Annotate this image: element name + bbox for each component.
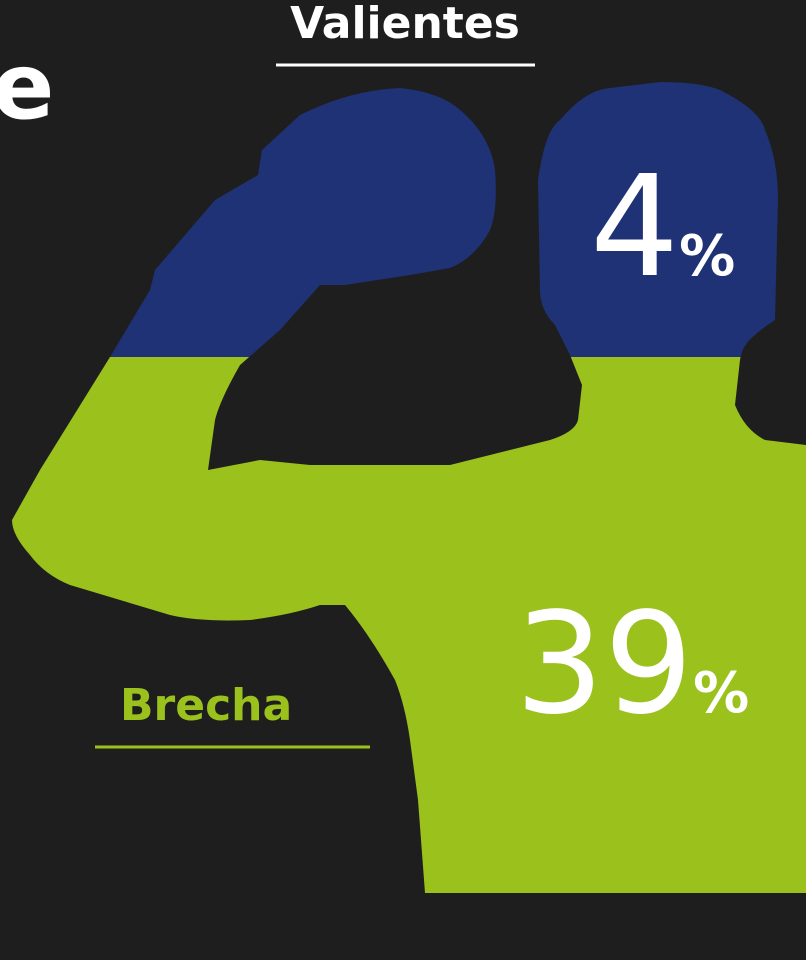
stat: 39% xyxy=(515,583,749,746)
stat-value: 39 xyxy=(515,583,693,746)
stat: 4% xyxy=(590,146,735,309)
section-label: Valientes xyxy=(290,0,520,49)
legend-label: Brecha xyxy=(120,680,292,731)
stat-unit: % xyxy=(679,224,735,289)
stat-unit: % xyxy=(693,661,749,726)
title-fragment: e xyxy=(0,33,54,140)
stat-value: 4 xyxy=(590,146,679,309)
